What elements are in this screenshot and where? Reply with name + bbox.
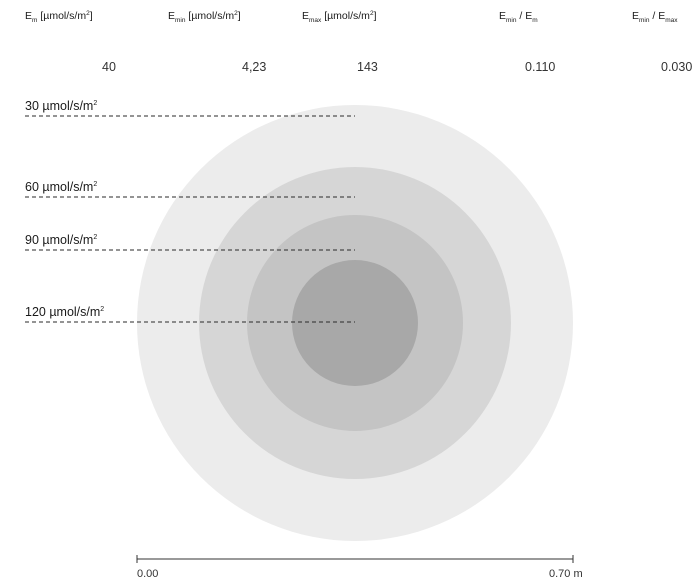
header-emin-sub: min: [175, 17, 186, 24]
header-emax-symbol: E: [302, 10, 310, 22]
header-ratio2-sub1: min: [639, 17, 650, 24]
header-em-close: ]: [89, 10, 93, 22]
header-emin-em: Emin / Em: [499, 10, 538, 24]
header-emin-sup: 2: [234, 10, 238, 17]
level-label-90: 90 µmol/s/m2: [25, 233, 97, 247]
header-em: Em [µmol/s/m2]: [25, 10, 93, 24]
header-ratio1-symbol: E: [499, 10, 507, 22]
value-emin: 4,23: [242, 60, 267, 74]
level-label-90-text: 90 µmol/s/m: [25, 233, 94, 247]
value-emax: 143: [357, 60, 378, 74]
header-ratio2-symbol: E: [632, 10, 640, 22]
header-emax-sub: max: [309, 17, 322, 24]
level-label-120-text: 120 µmol/s/m: [25, 305, 101, 319]
level-label-30-sup: 2: [93, 100, 98, 107]
value-emin-em: 0.110: [525, 60, 556, 74]
header-ratio2-sub2: max: [665, 17, 678, 24]
header-em-symbol: E: [25, 10, 33, 22]
header-emin-symbol: E: [168, 10, 176, 22]
header-ratio1-sub1: min: [506, 17, 517, 24]
header-em-sup: 2: [86, 10, 90, 17]
header-em-unit: [µmol/s/m: [37, 10, 87, 22]
header-emax-close: ]: [373, 10, 377, 22]
header-em-sub: m: [32, 17, 38, 24]
header-emin-emax: Emin / Emax: [632, 10, 678, 24]
level-label-30: 30 µmol/s/m2: [25, 99, 97, 113]
header-emin-unit: [µmol/s/m: [185, 10, 235, 22]
level-label-60-sup: 2: [93, 181, 98, 188]
level-label-90-sup: 2: [93, 234, 98, 241]
level-label-60-text: 60 µmol/s/m: [25, 180, 94, 194]
header-ratio2-slash: / E: [649, 10, 666, 22]
header-emin-close: ]: [237, 10, 241, 22]
scale-start-label: 0.00: [137, 568, 159, 580]
level-label-120-sup: 2: [100, 306, 105, 313]
header-emin: Emin [µmol/s/m2]: [168, 10, 241, 24]
header-ratio1-sub2: m: [532, 17, 538, 24]
scale-end-label: 0.70 m: [549, 568, 583, 580]
value-emin-emax: 0.030: [661, 60, 693, 74]
header-emax: Emax [µmol/s/m2]: [302, 10, 377, 24]
level-label-30-text: 30 µmol/s/m: [25, 99, 94, 113]
value-em: 40: [102, 60, 116, 74]
header-emax-sup: 2: [369, 10, 374, 17]
level-label-60: 60 µmol/s/m2: [25, 180, 97, 194]
header-emax-unit: [µmol/s/m: [321, 10, 370, 22]
level-label-120: 120 µmol/s/m2: [25, 305, 104, 319]
level-120-zone: [292, 260, 418, 386]
header-ratio1-slash: / E: [516, 10, 533, 22]
